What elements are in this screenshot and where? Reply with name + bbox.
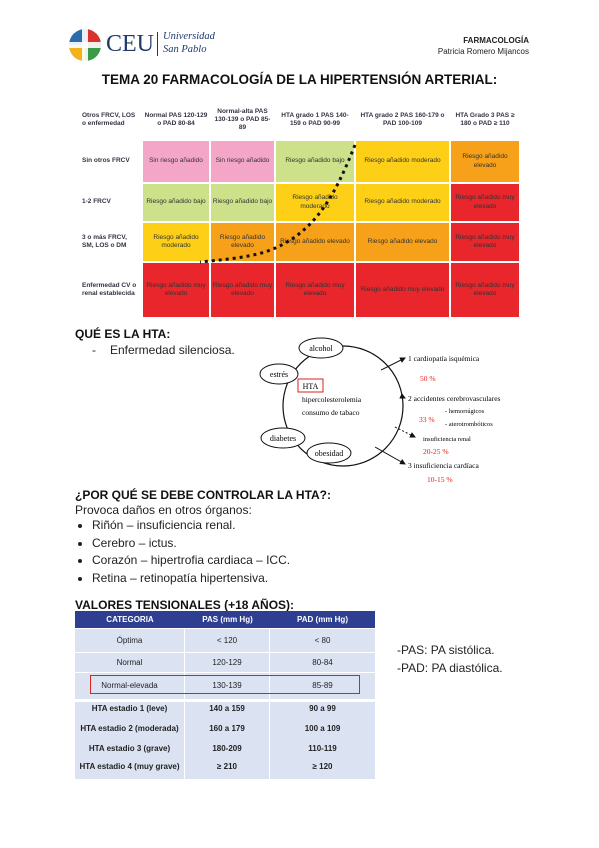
- logo-subtitle: Universidad San Pablo: [163, 30, 215, 56]
- note: -PAD: PA diastólica.: [397, 661, 503, 675]
- page-title: TEMA 20 FARMACOLOGÍA DE LA HIPERTENSIÓN …: [101, 72, 498, 87]
- table-cell: Normal-elevada: [75, 673, 184, 699]
- factor: estrés: [270, 370, 288, 379]
- subject: FARMACOLOGÍA: [463, 36, 529, 45]
- risk-cell: Sin riesgo añadido: [142, 140, 210, 183]
- risk-cell: Riesgo añadido bajo: [142, 183, 210, 222]
- bullet-item: Cerebro – ictus.: [92, 535, 290, 553]
- table-header: CATEGORIA: [75, 611, 185, 628]
- bullet-item: Retina – retinopatía hipertensiva.: [92, 570, 290, 588]
- risk-cell: Riesgo añadido elevado: [210, 222, 275, 262]
- logo-line: San Pablo: [163, 44, 207, 55]
- highlight-box: [90, 675, 360, 694]
- author: Patricia Romero Mijancos: [437, 47, 529, 56]
- list-item: Enfermedad silenciosa.: [110, 343, 235, 357]
- factor: obesidad: [315, 449, 343, 458]
- table-cell: HTA estadio 4 (muy grave): [75, 755, 184, 779]
- logo-line: Universidad: [163, 31, 215, 42]
- table-cell: 100 a 109: [270, 715, 375, 742]
- table-cell: 160 a 179: [185, 715, 269, 742]
- row-label: Enfermedad CV o renal establecida: [80, 262, 142, 318]
- bullet-list: Riñón – insuficiencia renal.Cerebro – ic…: [72, 517, 290, 587]
- logo-text: CEU: [106, 31, 154, 57]
- logo-divider: [157, 32, 158, 56]
- table-header: PAD (mm Hg): [270, 611, 375, 628]
- risk-cell: Riesgo añadido muy elevado: [275, 262, 355, 318]
- row-label: Sin otros FRCV: [80, 140, 142, 183]
- risk-cell: Riesgo añadido moderado: [355, 140, 450, 183]
- risk-table: Otros FRCV, LOS o enfermedad Normal PAS 1…: [80, 100, 520, 318]
- outcome: - aterotrombóticos: [445, 421, 493, 428]
- risk-cell: Riesgo añadido muy elevado: [142, 262, 210, 318]
- table-cell: 180-209: [185, 742, 269, 755]
- values-table: CATEGORIA PAS (mm Hg) PAD (mm Hg) Óptima < 1…: [75, 611, 375, 781]
- risk-cell: Riesgo añadido muy elevado: [450, 222, 520, 262]
- table-cell: ≥ 120: [270, 755, 375, 779]
- outcome: 1 cardiopatía isquémica: [408, 354, 480, 363]
- percent: 10-15 %: [427, 475, 453, 484]
- bullet-item: Corazón – hipertrofia cardiaca – ICC.: [92, 552, 290, 570]
- section-heading: VALORES TENSIONALES (+18 AÑOS):: [75, 598, 295, 612]
- risk-cell: Riesgo añadido elevado: [450, 140, 520, 183]
- percent: 20-25 %: [423, 447, 449, 456]
- risk-cell: Riesgo añadido elevado: [355, 222, 450, 262]
- bullet-item: Riñón – insuficiencia renal.: [92, 517, 290, 535]
- risk-cell: Riesgo añadido moderado: [355, 183, 450, 222]
- table-cell: 140 a 159: [185, 702, 269, 715]
- risk-cell: Riesgo añadido moderado: [142, 222, 210, 262]
- risk-cell: Riesgo añadido bajo: [275, 140, 355, 183]
- risk-cell: Riesgo añadido muy elevado: [355, 262, 450, 318]
- percent: 50 %: [420, 374, 436, 383]
- header-cell: Normal PAS 120-129 o PAD 80-84: [142, 100, 210, 140]
- table-cell: Normal: [75, 653, 184, 672]
- table-cell: 130-139: [185, 673, 269, 699]
- table-cell: 80-84: [270, 653, 375, 672]
- table-cell: HTA estadio 2 (moderada): [75, 715, 184, 742]
- inner-label: consumo de tabaco: [302, 408, 360, 417]
- outcome: insuficiencia renal: [423, 436, 471, 443]
- note: -PAS: PA sistólica.: [397, 643, 495, 657]
- table-cell: 85-89: [270, 673, 375, 699]
- risk-cell: Riesgo añadido bajo: [210, 183, 275, 222]
- header-cell: Otros FRCV, LOS o enfermedad: [80, 100, 142, 140]
- logo-icon: [69, 29, 101, 61]
- outcome: 3 insuficiencia cardíaca: [408, 461, 479, 470]
- factor: alcohol: [309, 344, 333, 353]
- table-header: PAS (mm Hg): [185, 611, 270, 628]
- table-cell: HTA estadio 3 (grave): [75, 742, 184, 755]
- risk-cell: Sin riesgo añadido: [210, 140, 275, 183]
- row-label: 3 o más FRCV, SM, LOS o DM: [80, 222, 142, 262]
- diagram: alcohol estrés diabetes obesidad HTA hip…: [259, 337, 501, 484]
- risk-cell: Riesgo añadido muy elevado: [450, 262, 520, 318]
- table-cell: ≥ 210: [185, 755, 269, 779]
- table-cell: Óptima: [75, 629, 184, 652]
- factor: diabetes: [270, 434, 296, 443]
- intro: Provoca daños en otros órganos:: [75, 503, 252, 517]
- header-cell: HTA Grado 3 PAS ≥ 180 o PAD ≥ 110: [450, 100, 520, 140]
- outcome: 2 accidentes cerebrovasculares: [408, 394, 501, 403]
- risk-cell: Riesgo añadido muy elevado: [450, 183, 520, 222]
- risk-cell: Riesgo añadido moderado: [275, 183, 355, 222]
- header-cell: Normal-alta PAS 130-139 o PAD 85-89: [210, 100, 275, 140]
- risk-curve: [199, 144, 357, 264]
- center-label: HTA: [303, 382, 319, 391]
- dotted-curve: [199, 144, 357, 264]
- table-cell: < 120: [185, 629, 269, 652]
- dash: -: [92, 343, 96, 357]
- table-cell: HTA estadio 1 (leve): [75, 702, 184, 715]
- section-heading: QUÉ ES LA HTA:: [75, 327, 171, 341]
- table-cell: < 80: [270, 629, 375, 652]
- percent: 33 %: [419, 415, 435, 424]
- table-cell: 120-129: [185, 653, 269, 672]
- header-cell: HTA grado 2 PAS 160-179 o PAD 100-109: [355, 100, 450, 140]
- table-cell: 90 a 99: [270, 702, 375, 715]
- section-heading: ¿POR QUÉ SE DEBE CONTROLAR LA HTA?:: [75, 488, 331, 502]
- header-cell: HTA grado 1 PAS 140-159 o PAD 90-99: [275, 100, 355, 140]
- row-label: 1-2 FRCV: [80, 183, 142, 222]
- outcome: - hemorrágicos: [445, 408, 485, 415]
- risk-cell: Riesgo añadido muy elevado: [210, 262, 275, 318]
- table-cell: 110-119: [270, 742, 375, 755]
- inner-label: hipercolesterolemia: [302, 395, 362, 404]
